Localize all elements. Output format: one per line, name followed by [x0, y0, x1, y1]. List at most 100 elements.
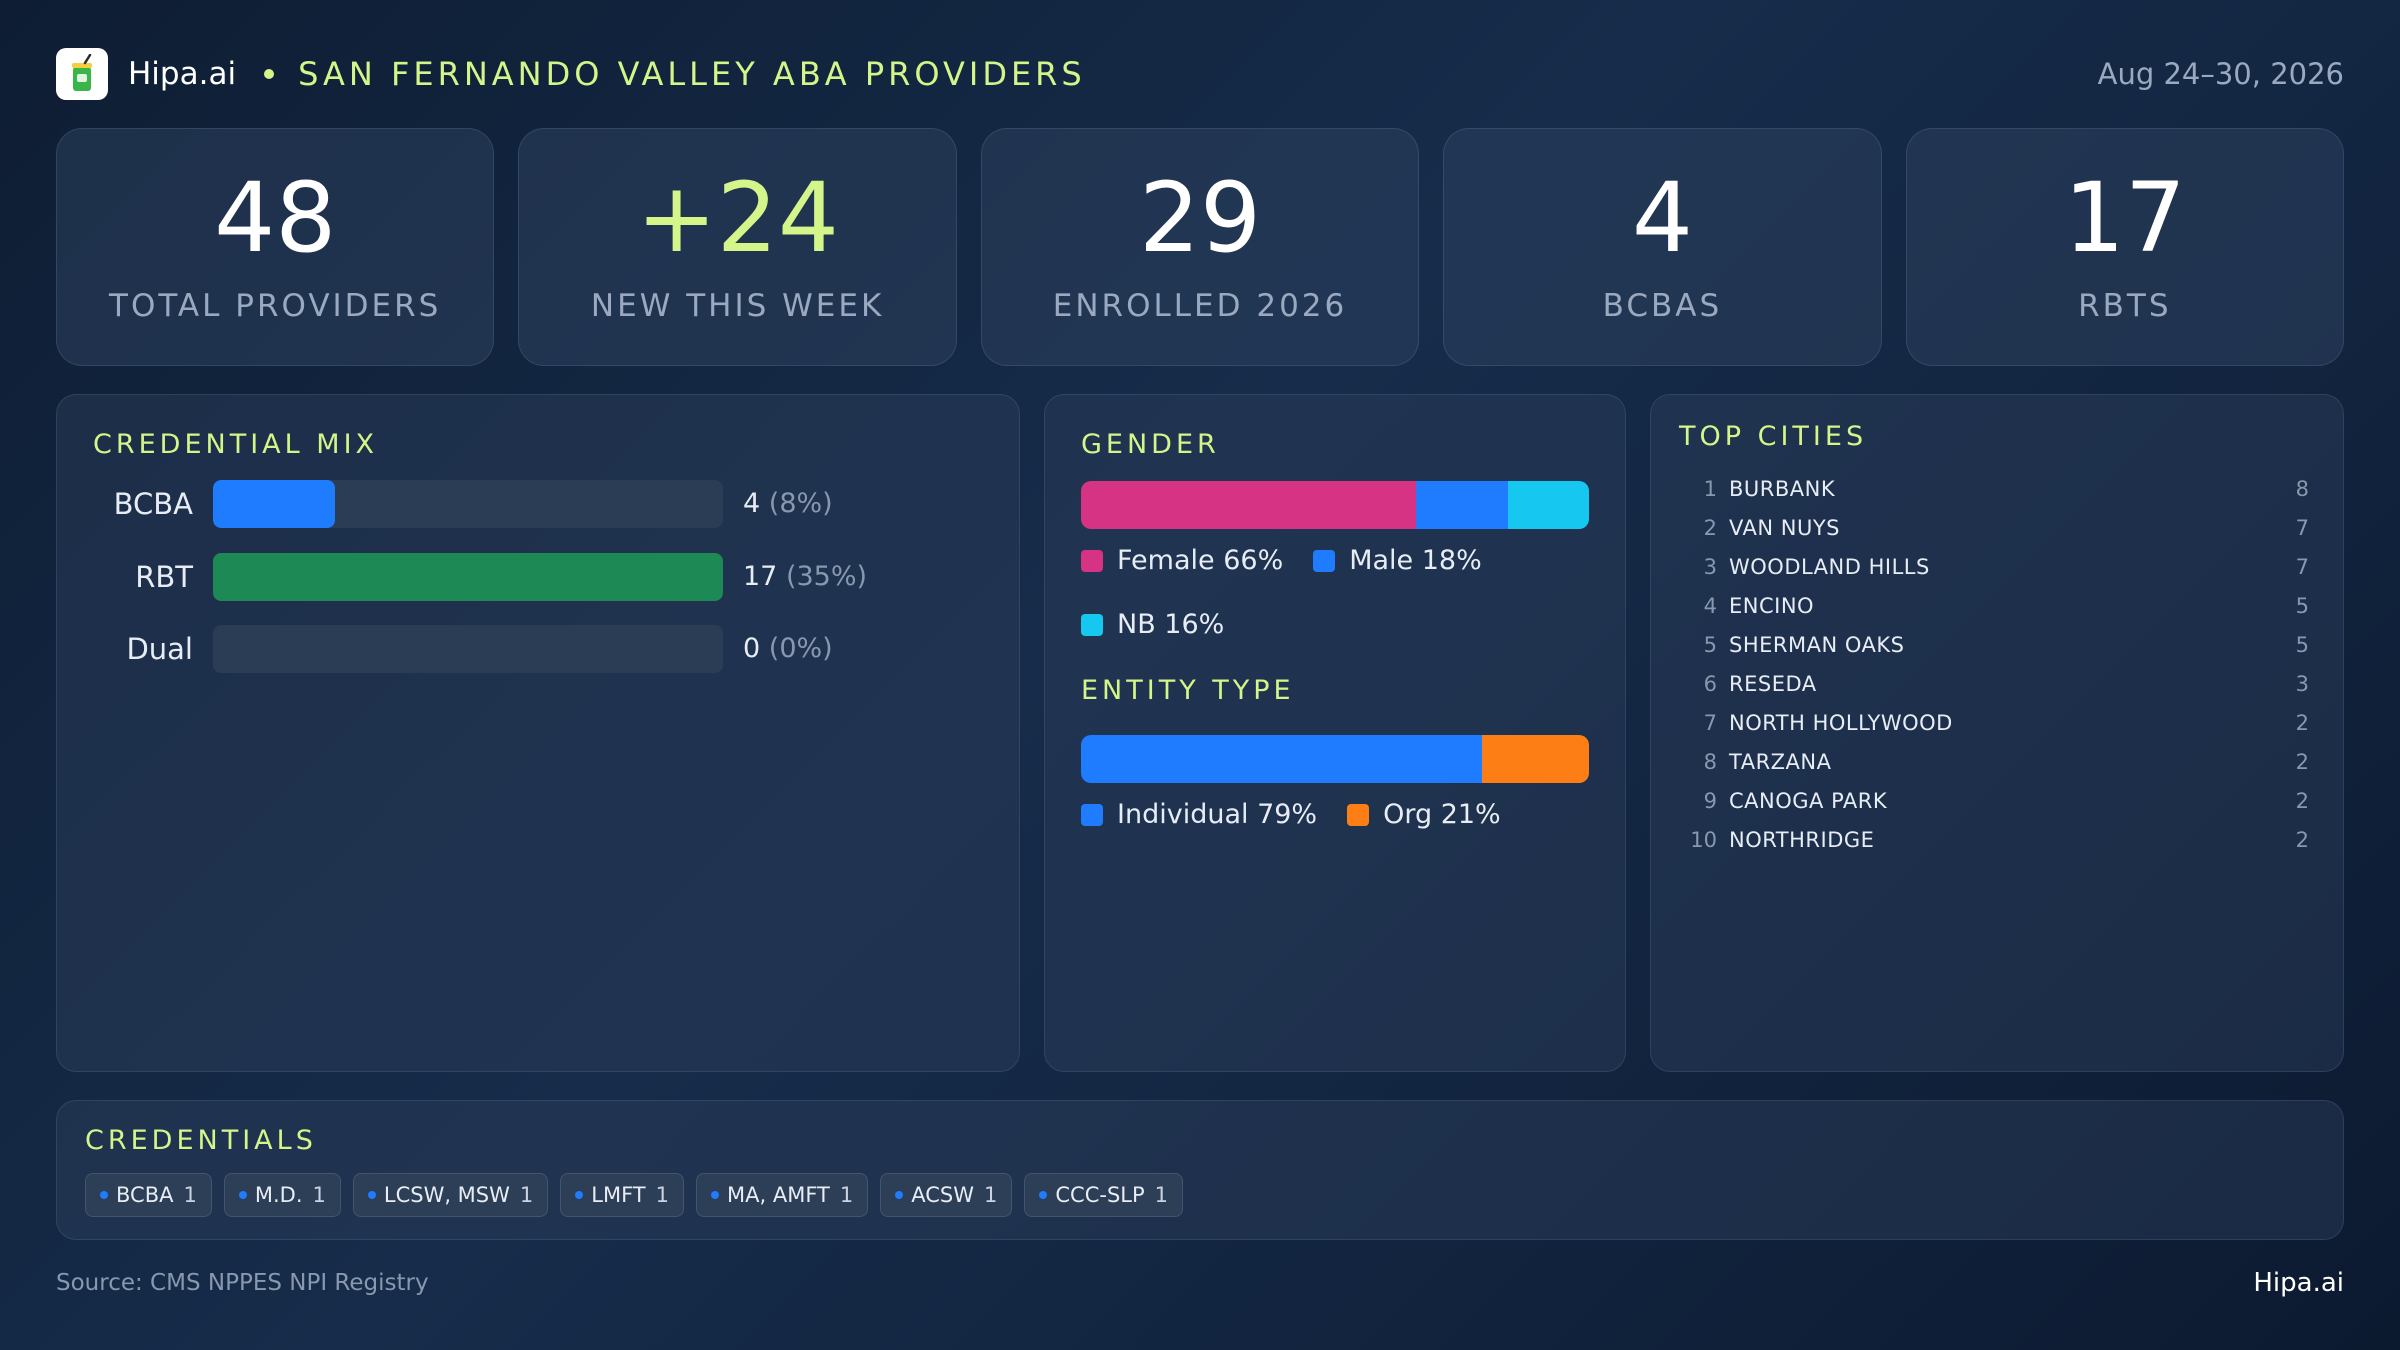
gender-segment-nb [1507, 481, 1589, 529]
kpi-rbts: 17 RBTS [1905, 128, 2345, 366]
credential-chip: MA, AMFT 1 [696, 1173, 869, 1217]
chip-count: 1 [984, 1183, 998, 1207]
legend-item-female: Female 66% [1081, 545, 1283, 576]
chip-count: 1 [519, 1183, 534, 1207]
city-count: 7 [2295, 515, 2309, 540]
chip-label: MA, AMFT [727, 1183, 830, 1207]
kpi-enrolled: 29 ENROLLED 2026 [980, 128, 1420, 366]
credential-label: Dual [126, 632, 193, 666]
city-rank: 4 [1703, 593, 1717, 618]
city-name: VAN NUYS [1729, 515, 1841, 540]
chip-label: BCBA [116, 1183, 174, 1207]
city-count: 7 [2295, 554, 2309, 579]
kpi-value: +24 [636, 162, 839, 274]
city-name: ENCINO [1729, 593, 1815, 618]
entity-segment-individual [1081, 735, 1483, 783]
city-row: 3 WOODLAND HILLS 7 [1679, 547, 2309, 586]
credential-bar-track [213, 625, 723, 673]
chip-dot [100, 1191, 108, 1199]
kpi-bcbas: 4 BCBAS [1443, 128, 1882, 366]
gender-stacked-bar [1081, 481, 1589, 529]
gender-legend: Female 66% Male 18% [1081, 545, 1482, 576]
chip-count: 1 [183, 1183, 197, 1207]
chip-count: 1 [1154, 1183, 1169, 1207]
kpi-label: RBTS [2078, 288, 2172, 324]
kpi-total-providers: 48 TOTAL PROVIDERS [56, 128, 495, 366]
chip-dot [238, 1191, 247, 1199]
gender-entity-panel: GENDER Female 66% Male 18% NB 16% ENTITY… [1044, 394, 1626, 1072]
credential-percent: (35%) [785, 561, 868, 592]
legend-swatch [1313, 549, 1336, 572]
kpi-value: 4 [1631, 162, 1693, 274]
legend-label: Org 21% [1383, 799, 1501, 830]
city-name: NORTHRIDGE [1729, 827, 1875, 852]
panel-title: ENTITY TYPE [1081, 675, 1295, 706]
credential-count: 0 [743, 633, 761, 664]
kpi-label: BCBAS [1602, 288, 1723, 324]
gender-legend-row-2: NB 16% [1081, 609, 1224, 640]
legend-item-nb: NB 16% [1081, 609, 1224, 640]
credential-percent: (8%) [768, 488, 833, 519]
credential-bar-track [213, 553, 723, 601]
credential-bar-track [213, 480, 723, 528]
chip-dot [711, 1191, 720, 1199]
gender-segment-female [1081, 481, 1417, 529]
header: Hipa.ai SAN FERNANDO VALLEY ABA PROVIDER… [56, 46, 2344, 102]
legend-swatch [1081, 549, 1103, 572]
legend-item-org: Org 21% [1347, 799, 1501, 830]
city-count: 2 [2295, 710, 2309, 735]
page-title: SAN FERNANDO VALLEY ABA PROVIDERS [298, 55, 1086, 93]
legend-swatch [1081, 613, 1103, 636]
kpi-new-this-week: +24 NEW THIS WEEK [518, 128, 957, 366]
chip-label: LCSW, MSW [383, 1183, 510, 1207]
separator-dot [264, 69, 275, 79]
credential-label: BCBA [113, 487, 193, 521]
credential-chip-list: BCBA 1 M.D. 1 LCSW, MSW 1 LMFT 1 MA, AMFT 1 A… [85, 1173, 1184, 1217]
credential-value: 4 (8%) [743, 480, 833, 528]
credential-mix-panel: CREDENTIAL MIX BCBA 4 (8%) RBT 17 (35%) … [56, 394, 1020, 1072]
city-name: SHERMAN OAKS [1729, 632, 1905, 657]
city-rank: 2 [1703, 515, 1717, 540]
legend-item-individual: Individual 79% [1081, 799, 1317, 830]
credential-chip: M.D. 1 [223, 1173, 341, 1217]
city-rank: 10 [1690, 827, 1717, 852]
city-row: 8 TARZANA 2 [1679, 742, 2309, 781]
credential-chip: LCSW, MSW 1 [352, 1173, 549, 1217]
credential-label: RBT [135, 560, 193, 594]
credential-count: 4 [743, 488, 761, 519]
brand-name: Hipa.ai [128, 56, 237, 92]
city-rank: 8 [1703, 749, 1717, 774]
city-name: BURBANK [1729, 476, 1836, 501]
city-row: 2 VAN NUYS 7 [1679, 508, 2309, 547]
city-count: 5 [2295, 593, 2309, 618]
chip-dot [575, 1191, 584, 1199]
city-rank: 9 [1703, 788, 1717, 813]
legend-swatch [1081, 803, 1103, 826]
credential-chip: LMFT 1 [560, 1173, 685, 1217]
city-row: 10 NORTHRIDGE 2 [1679, 820, 2309, 859]
chip-dot [895, 1191, 904, 1199]
city-name: CANOGA PARK [1729, 788, 1888, 813]
city-rank: 6 [1703, 671, 1717, 696]
panel-title: TOP CITIES [1679, 421, 1868, 452]
source-note: Source: CMS NPPES NPI Registry [56, 1270, 429, 1296]
kpi-row: 48 TOTAL PROVIDERS +24 NEW THIS WEEK 29 … [56, 128, 2345, 366]
chip-count: 1 [312, 1183, 326, 1207]
kpi-label: TOTAL PROVIDERS [109, 288, 442, 324]
chip-label: CCC-SLP [1055, 1183, 1145, 1207]
credential-chip: CCC-SLP 1 [1024, 1173, 1184, 1217]
chip-dot [1039, 1191, 1048, 1199]
city-name: RESEDA [1729, 671, 1817, 696]
legend-label: Male 18% [1349, 545, 1482, 576]
credential-count: 17 [743, 561, 778, 592]
credential-row-bcba: BCBA 4 (8%) [57, 480, 1017, 528]
chip-dot [367, 1191, 376, 1199]
city-row: 4 ENCINO 5 [1679, 586, 2309, 625]
city-row: 7 NORTH HOLLYWOOD 2 [1679, 703, 2309, 742]
city-count: 5 [2295, 632, 2309, 657]
kpi-value: 17 [2063, 162, 2186, 274]
date-range: Aug 24–30, 2026 [2097, 57, 2344, 91]
legend-item-male: Male 18% [1313, 545, 1482, 576]
credential-chip: BCBA 1 [85, 1173, 212, 1217]
top-cities-panel: TOP CITIES 1 BURBANK 8 2 VAN NUYS 7 3 WOODLAN… [1650, 394, 2344, 1072]
